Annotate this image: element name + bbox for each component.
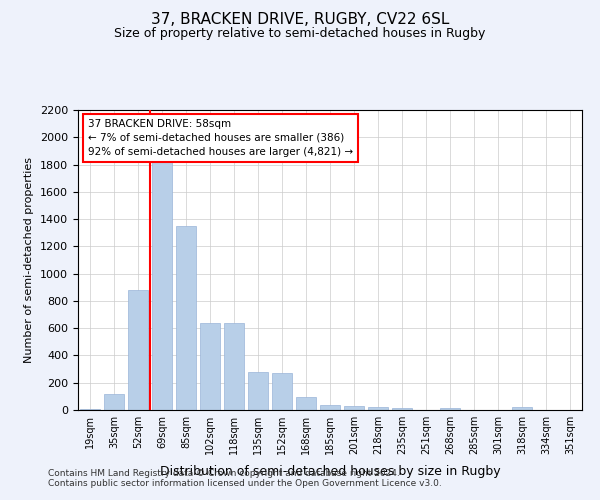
Text: 37, BRACKEN DRIVE, RUGBY, CV22 6SL: 37, BRACKEN DRIVE, RUGBY, CV22 6SL: [151, 12, 449, 28]
Bar: [440, 408, 460, 410]
Bar: [368, 408, 388, 410]
Bar: [296, 397, 316, 410]
Bar: [200, 322, 220, 410]
X-axis label: Distribution of semi-detached houses by size in Rugby: Distribution of semi-detached houses by …: [160, 466, 500, 478]
Text: 37 BRACKEN DRIVE: 58sqm
← 7% of semi-detached houses are smaller (386)
92% of se: 37 BRACKEN DRIVE: 58sqm ← 7% of semi-det…: [88, 119, 353, 157]
Text: Size of property relative to semi-detached houses in Rugby: Size of property relative to semi-detach…: [115, 28, 485, 40]
Bar: [104, 394, 124, 410]
Bar: [392, 408, 412, 410]
Text: Contains public sector information licensed under the Open Government Licence v3: Contains public sector information licen…: [48, 478, 442, 488]
Bar: [128, 290, 148, 410]
Bar: [272, 373, 292, 410]
Bar: [344, 406, 364, 410]
Bar: [248, 372, 268, 410]
Bar: [224, 322, 244, 410]
Text: Contains HM Land Registry data © Crown copyright and database right 2024.: Contains HM Land Registry data © Crown c…: [48, 468, 400, 477]
Y-axis label: Number of semi-detached properties: Number of semi-detached properties: [25, 157, 34, 363]
Bar: [152, 162, 172, 410]
Bar: [176, 226, 196, 410]
Bar: [512, 408, 532, 410]
Bar: [320, 404, 340, 410]
